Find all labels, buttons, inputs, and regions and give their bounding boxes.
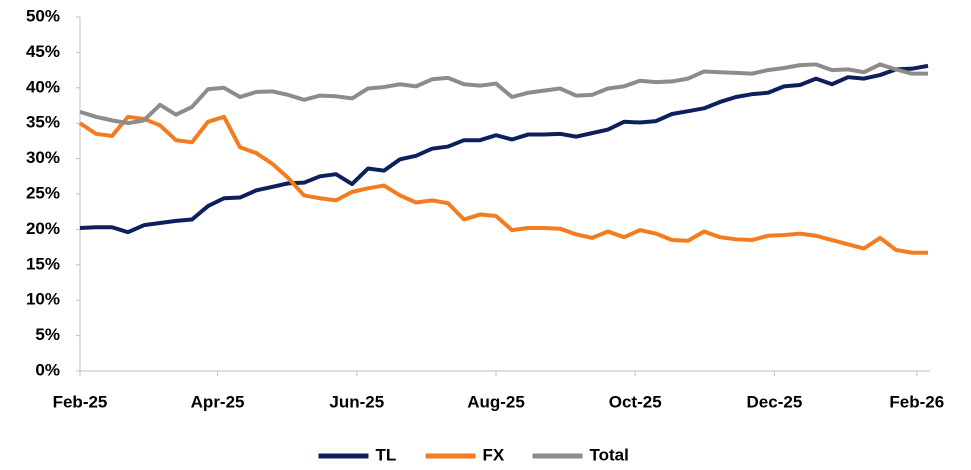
- legend-label: Total: [590, 445, 629, 464]
- line-series: [78, 114, 928, 255]
- y-tick-label: 35%: [26, 113, 60, 132]
- y-tick-label: 25%: [26, 183, 60, 202]
- legend-label: FX: [483, 445, 505, 464]
- x-tick-label: Feb-25: [53, 392, 108, 411]
- y-tick-label: 40%: [26, 77, 60, 96]
- x-tick-label: Jun-25: [329, 392, 384, 411]
- y-tick-label: 0%: [35, 360, 60, 379]
- legend-label: TL: [376, 445, 397, 464]
- line-series: [79, 62, 928, 126]
- y-tick-label: 45%: [26, 42, 60, 61]
- y-tick-label: 15%: [26, 254, 60, 273]
- x-tick-label: Apr-25: [191, 392, 245, 411]
- x-tick-label: Feb-26: [889, 392, 944, 411]
- y-tick-label: 30%: [26, 148, 60, 167]
- x-tick-label: Oct-25: [609, 392, 662, 411]
- x-tick-label: Aug-25: [467, 392, 525, 411]
- line-series: [79, 63, 929, 235]
- y-tick-label: 20%: [26, 219, 60, 238]
- y-tick-label: 5%: [35, 325, 60, 344]
- x-tick-label: Dec-25: [747, 392, 803, 411]
- y-tick-label: 10%: [26, 290, 60, 309]
- y-tick-label: 50%: [26, 6, 60, 25]
